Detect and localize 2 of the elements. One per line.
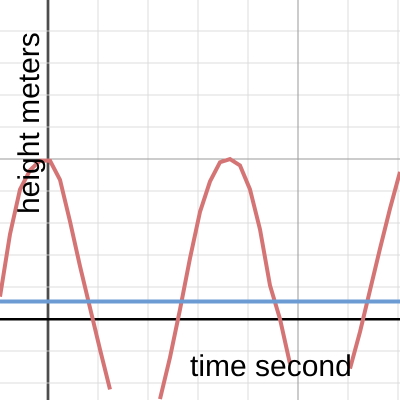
y-axis-title: height meters: [13, 32, 46, 214]
x-axis-title: time second: [190, 350, 352, 383]
